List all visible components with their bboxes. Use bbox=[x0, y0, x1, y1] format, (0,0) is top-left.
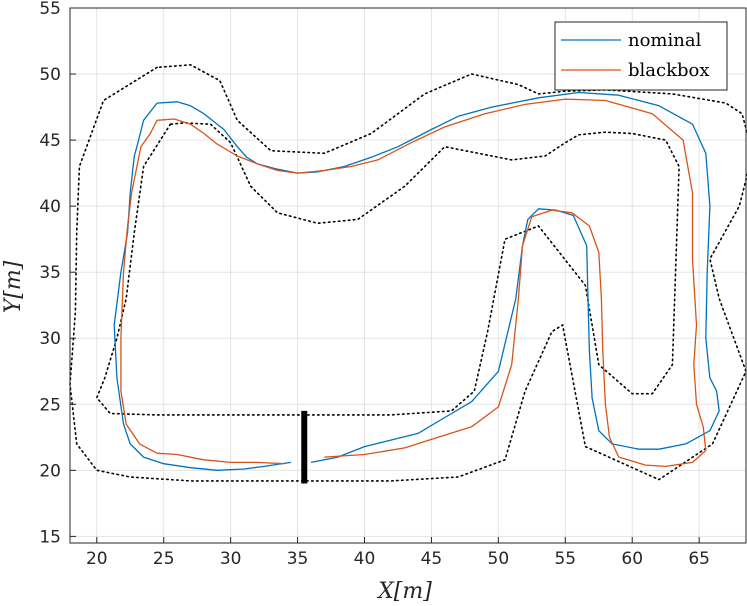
x-tick-label: 50 bbox=[488, 549, 510, 569]
track-inner-boundary bbox=[95, 122, 680, 416]
y-tick-label: 45 bbox=[39, 131, 61, 151]
x-tick-label: 25 bbox=[153, 549, 175, 569]
y-axis-label: Y[m] bbox=[1, 260, 26, 313]
y-tick-label: 50 bbox=[39, 65, 61, 85]
x-tick-label: 55 bbox=[554, 549, 576, 569]
y-tick-label: 25 bbox=[39, 395, 61, 415]
x-tick-label: 65 bbox=[688, 549, 710, 569]
track-boundaries bbox=[69, 63, 747, 482]
legend-label-nominal: nominal bbox=[628, 30, 702, 51]
y-tick-label: 40 bbox=[39, 197, 61, 217]
x-tick-label: 30 bbox=[220, 549, 242, 569]
y-tick-label: 20 bbox=[39, 461, 61, 481]
series-line-nominal bbox=[113, 91, 720, 471]
grid bbox=[70, 7, 746, 543]
x-tick-label: 20 bbox=[86, 549, 108, 569]
trajectories bbox=[113, 91, 720, 471]
x-tick-label: 45 bbox=[421, 549, 443, 569]
tick-labels: 20 25 30 35 40 45 50 55 60 65 15 20 25 30 35 40 45 50 55 bbox=[39, 0, 710, 569]
x-tick-label: 35 bbox=[287, 549, 309, 569]
track-outer-boundary bbox=[69, 63, 747, 482]
x-axis-label: X[m] bbox=[376, 579, 432, 604]
x-tick-label: 60 bbox=[621, 549, 643, 569]
y-tick-label: 15 bbox=[39, 527, 61, 547]
axes bbox=[69, 7, 747, 544]
legend-label-blackbox: blackbox bbox=[628, 60, 710, 81]
plot-area-border bbox=[69, 7, 747, 544]
x-tick-label: 40 bbox=[354, 549, 376, 569]
legend: nominal blackbox bbox=[554, 21, 728, 91]
y-tick-label: 35 bbox=[39, 263, 61, 283]
y-tick-label: 30 bbox=[39, 329, 61, 349]
series-line-blackbox bbox=[120, 98, 707, 468]
legend-box bbox=[554, 21, 728, 91]
y-tick-label: 55 bbox=[39, 0, 61, 19]
